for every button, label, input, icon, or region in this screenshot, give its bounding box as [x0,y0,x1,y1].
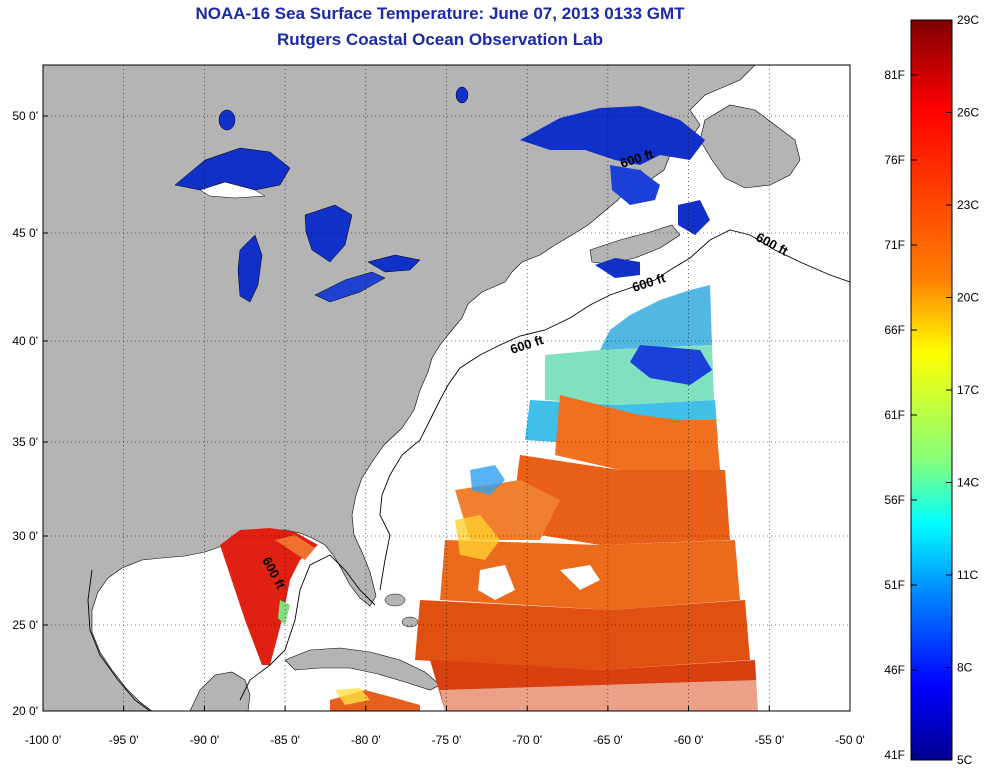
colorbar [910,19,953,761]
colorbar-fahrenheit-label: 66F [884,323,905,337]
colorbar-celsius-label: 23C [957,198,979,212]
lat-tick-label: 30 0' [12,529,38,543]
colorbar-celsius-label: 5C [957,753,973,767]
sst-swath-atlantic [415,285,758,711]
colorbar-celsius-label: 20C [957,291,979,305]
colorbar-fahrenheit-label: 76F [884,153,905,167]
colorbar-fahrenheit-label: 56F [884,493,905,507]
lon-tick-label: -90 0' [190,733,220,747]
lat-tick-label: 50 0' [12,109,38,123]
lat-tick-label: 45 0' [12,226,38,240]
lon-tick-label: -100 0' [25,733,61,747]
colorbar-fahrenheit-labels: 81F 76F 71F 66F 61F 56F 51F 46F 41F [884,68,917,762]
colorbar-celsius-label: 14C [957,476,979,490]
lat-tick-label: 35 0' [12,435,38,449]
chart-subtitle: Rutgers Coastal Ocean Observation Lab [277,30,603,49]
colorbar-celsius-label: 11C [957,568,978,582]
longitude-ticks: -100 0' -95 0' -90 0' -85 0' -80 0' -75 0' -70… [25,706,865,747]
contour-600ft [87,229,850,711]
great-lakes [174,86,469,303]
colorbar-fahrenheit-label: 71F [884,238,905,252]
colorbar-fahrenheit-label: 51F [884,578,905,592]
colorbar-celsius-label: 8C [957,661,973,675]
land-cuba [284,647,441,691]
colorbar-fahrenheit-label: 41F [884,748,905,762]
colorbar-celsius-label: 26C [957,106,979,120]
lon-tick-label: -55 0' [754,733,784,747]
lon-tick-label: -80 0' [351,733,381,747]
colorbar-celsius-label: 29C [957,13,979,27]
land-nova-scotia [589,224,681,265]
land-newfoundland [699,104,801,189]
lon-tick-label: -50 0' [835,733,865,747]
lon-tick-label: -70 0' [512,733,542,747]
colorbar-celsius-label: 17C [957,383,979,397]
lon-tick-label: -60 0' [674,733,704,747]
grid-lines [43,65,850,711]
lon-tick-label: -75 0' [432,733,462,747]
colorbar-fahrenheit-label: 61F [884,408,905,422]
sst-caribbean [330,688,420,711]
gulf-st-lawrence-sst [520,106,710,278]
land-yucatan [189,671,251,711]
colorbar-fahrenheit-label: 81F [884,68,905,82]
lat-tick-label: 40 0' [12,334,38,348]
colorbar-fahrenheit-label: 46F [884,663,905,677]
lat-tick-label: 20 0' [12,704,38,718]
chart-title: NOAA-16 Sea Surface Temperature: June 07… [195,4,685,23]
latitude-ticks: 50 0' 45 0' 40 0' 35 0' 30 0' 25 0' 20 0' [12,109,48,718]
lon-tick-label: -85 0' [270,733,300,747]
lon-tick-label: -95 0' [109,733,139,747]
lat-tick-label: 25 0' [12,618,38,632]
colorbar-celsius-labels: 29C 26C 23C 20C 17C 14C 11C 8C 5C [946,13,979,767]
lon-tick-label: -65 0' [593,733,623,747]
